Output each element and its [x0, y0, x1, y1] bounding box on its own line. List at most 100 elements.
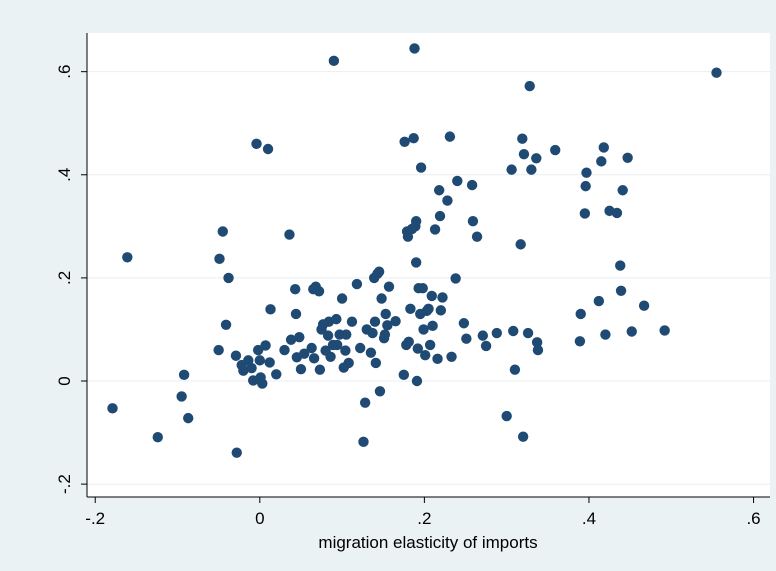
scatter-point	[611, 207, 623, 219]
scatter-point	[458, 318, 470, 329]
scatter-point	[433, 185, 445, 196]
data-points	[107, 43, 722, 458]
scatter-point	[369, 316, 381, 327]
scatter-point	[223, 272, 234, 284]
y-tick-label: .6	[55, 65, 74, 79]
x-tick-label: .6	[746, 509, 760, 528]
scatter-point	[246, 362, 257, 374]
scatter-point	[325, 351, 336, 362]
scatter-point	[343, 357, 354, 369]
scatter-point	[230, 350, 242, 361]
scatter-point	[331, 339, 343, 351]
scatter-point	[434, 210, 446, 222]
gridlines	[87, 71, 770, 485]
scatter-point	[480, 340, 492, 352]
scatter-point	[517, 431, 529, 442]
scatter-point	[411, 375, 423, 387]
scatter-point	[626, 326, 637, 337]
scatter-point	[383, 281, 395, 292]
x-tick-label: .4	[582, 509, 596, 528]
scatter-point	[382, 320, 393, 331]
scatter-point	[423, 303, 434, 315]
scatter-point	[580, 180, 591, 192]
scatter-point	[491, 327, 502, 339]
scatter-point	[403, 336, 414, 348]
scatter-point	[531, 153, 542, 164]
scatter-point	[399, 136, 410, 147]
scatter-point	[251, 138, 262, 150]
scatter-point	[524, 80, 535, 92]
scatter-point	[265, 304, 276, 315]
scatter-point	[501, 410, 512, 422]
scatter-point	[299, 348, 310, 359]
scatter-point	[254, 355, 266, 366]
scatter-point	[435, 305, 447, 316]
scatter-point	[341, 329, 352, 340]
scatter-point	[410, 215, 422, 227]
scatter-point	[346, 316, 358, 327]
y-axis-ticks: -.2 0 .2 .4 .6	[55, 65, 87, 494]
x-axis-title: migration elasticity of imports	[318, 533, 537, 552]
scatter-point	[313, 286, 325, 297]
scatter-point	[461, 333, 472, 344]
scatter-point	[331, 313, 342, 325]
scatter-point	[271, 369, 282, 380]
x-tick-label: -.2	[85, 509, 105, 528]
scatter-point	[593, 295, 605, 307]
scatter-point	[622, 152, 633, 163]
scatter-point	[408, 132, 419, 144]
scatter-point	[294, 331, 305, 343]
x-tick-label: .2	[417, 509, 431, 528]
scatter-point	[506, 164, 517, 175]
scatter-point	[264, 357, 275, 368]
scatter-point	[231, 447, 242, 458]
scatter-point	[600, 329, 611, 340]
scatter-point	[373, 266, 385, 277]
scatter-point	[183, 412, 194, 424]
scatter-point	[412, 343, 424, 354]
scatter-point	[376, 293, 387, 304]
scatter-point	[446, 351, 457, 362]
scatter-point	[522, 327, 534, 339]
scatter-point	[220, 319, 232, 331]
scatter-point	[379, 329, 391, 340]
scatter-point	[370, 357, 382, 369]
scatter-point	[477, 330, 489, 341]
scatter-point	[358, 436, 369, 448]
scatter-point	[178, 369, 190, 381]
scatter-point	[596, 156, 607, 167]
scatter-point	[437, 292, 448, 303]
scatter-point	[314, 364, 326, 375]
scatter-point	[238, 365, 249, 376]
y-tick-label: .4	[55, 168, 74, 182]
scatter-point	[257, 378, 268, 389]
scatter-point	[452, 175, 463, 187]
y-tick-label: -.2	[55, 474, 74, 494]
scatter-point	[217, 226, 228, 237]
scatter-point	[405, 303, 416, 315]
scatter-point	[214, 253, 225, 265]
y-tick-label: .2	[55, 271, 74, 285]
scatter-point	[351, 278, 363, 290]
scatter-point	[515, 239, 526, 250]
scatter-point	[659, 325, 670, 336]
scatter-point	[617, 185, 628, 196]
scatter-point	[467, 215, 479, 227]
scatter-point	[402, 231, 414, 242]
scatter-point	[398, 369, 410, 381]
scatter-point	[152, 431, 163, 443]
scatter-point	[574, 336, 586, 347]
scatter-point	[417, 283, 428, 294]
scatter-point	[306, 342, 317, 354]
scatter-point	[426, 290, 437, 302]
scatter-point	[418, 324, 429, 335]
scatter-point	[581, 167, 592, 178]
y-tick-label: 0	[55, 376, 74, 385]
scatter-point	[308, 353, 320, 364]
scatter-point	[176, 391, 187, 402]
scatter-point	[285, 334, 297, 345]
scatter-point	[365, 347, 377, 358]
scatter-point	[450, 273, 461, 284]
scatter-point	[615, 285, 627, 296]
